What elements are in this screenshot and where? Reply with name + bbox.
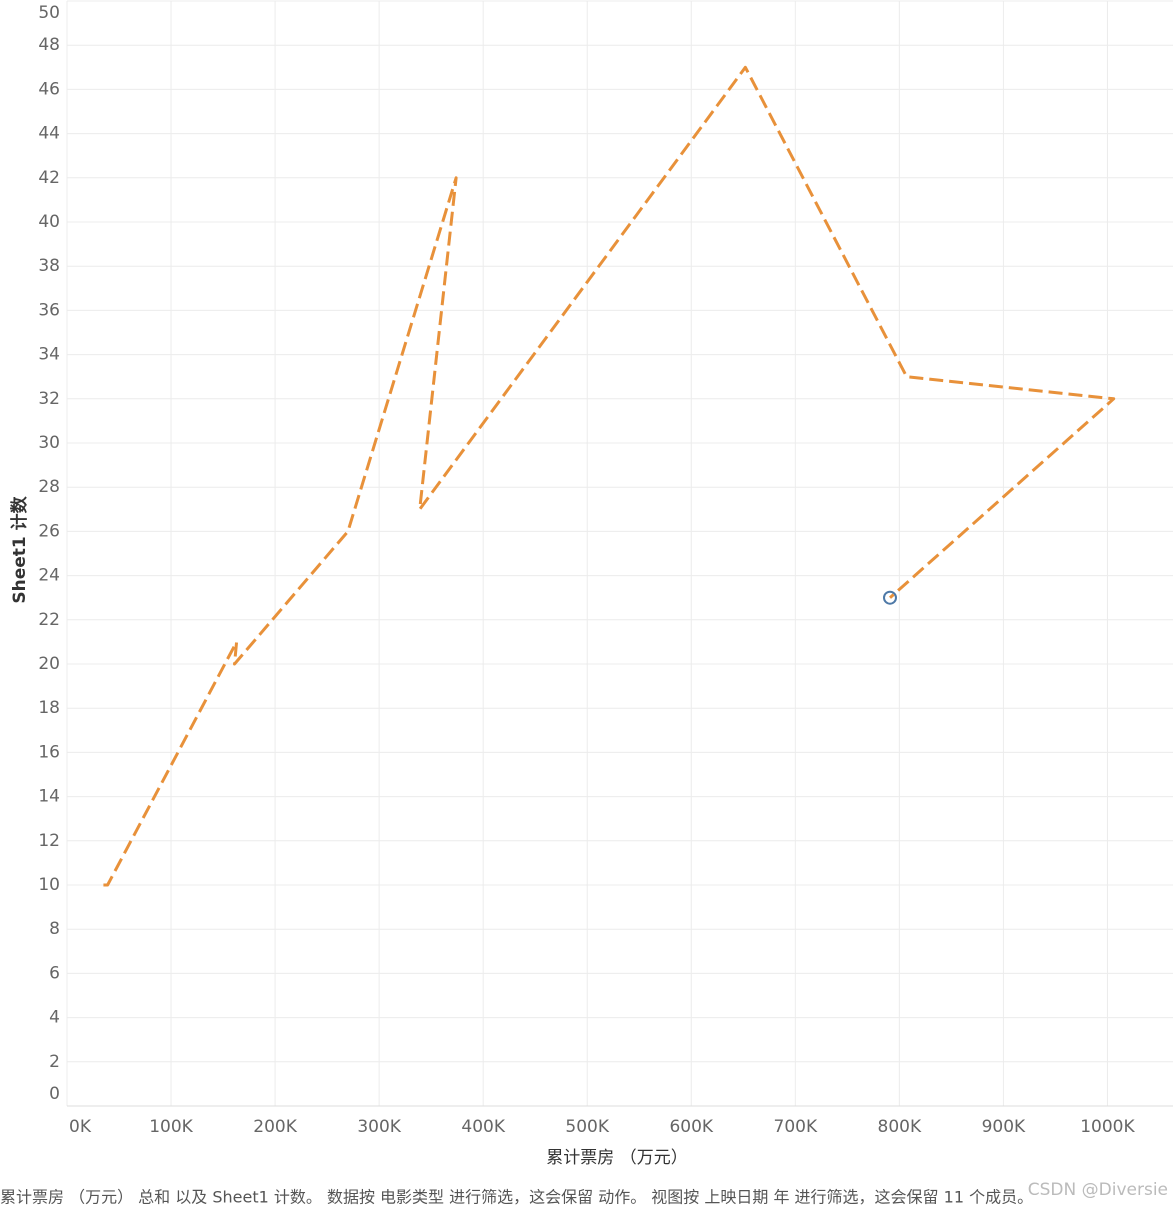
- y-tick-label: 10: [38, 875, 60, 895]
- y-tick-label: 0: [49, 1084, 60, 1104]
- y-tick-label: 48: [38, 35, 60, 55]
- y-tick-label: 2: [49, 1052, 60, 1072]
- y-tick-label: 30: [38, 433, 60, 453]
- y-tick-label: 40: [38, 212, 60, 232]
- y-tick-label: 6: [49, 963, 60, 983]
- y-tick-label: 12: [38, 831, 60, 851]
- x-tick-label: 100K: [149, 1117, 193, 1137]
- caption: 累计票房 （万元） 总和 以及 Sheet1 计数。 数据按 电影类型 进行筛选…: [0, 1188, 1033, 1207]
- line: [103, 65, 1116, 887]
- y-tick-label: 8: [49, 919, 60, 939]
- x-tick-label: 0K: [69, 1117, 92, 1137]
- y-tick-label: 46: [38, 79, 60, 99]
- x-tick-label: 300K: [357, 1117, 401, 1137]
- y-tick-label: 24: [38, 566, 60, 586]
- y-tick-label: 42: [38, 168, 60, 188]
- highlight-marker: [882, 590, 897, 605]
- x-tick-label: 600K: [669, 1117, 713, 1137]
- y-tick-label: 28: [38, 477, 60, 497]
- x-axis-title: 累计票房 （万元）: [546, 1148, 687, 1168]
- y-tick-label: 44: [38, 124, 60, 144]
- y-tick-label: 26: [38, 521, 60, 541]
- x-tick-label: 200K: [253, 1117, 297, 1137]
- y-tick-label: 22: [38, 610, 60, 630]
- y-tick-label: 38: [38, 256, 60, 276]
- x-tick-label: 1000K: [1080, 1117, 1135, 1137]
- y-axis-title: Sheet1 计数: [9, 495, 30, 603]
- x-tick-label: 500K: [565, 1117, 609, 1137]
- x-tick-label: 800K: [878, 1117, 922, 1137]
- y-tick-label: 50: [38, 3, 60, 23]
- x-tick-label: 700K: [774, 1117, 818, 1137]
- x-tick-label: 900K: [982, 1117, 1026, 1137]
- x-tick-label: 400K: [461, 1117, 505, 1137]
- y-tick-label: 36: [38, 300, 60, 320]
- watermark: CSDN @Diversie: [1028, 1180, 1168, 1200]
- y-tick-label: 4: [49, 1008, 60, 1028]
- y-tick-label: 20: [38, 654, 60, 674]
- y-tick-label: 18: [38, 698, 60, 718]
- y-tick-label: 34: [38, 345, 60, 365]
- y-tick-label: 14: [38, 787, 60, 807]
- y-tick-label: 16: [38, 742, 60, 762]
- y-tick-label: 32: [38, 389, 60, 409]
